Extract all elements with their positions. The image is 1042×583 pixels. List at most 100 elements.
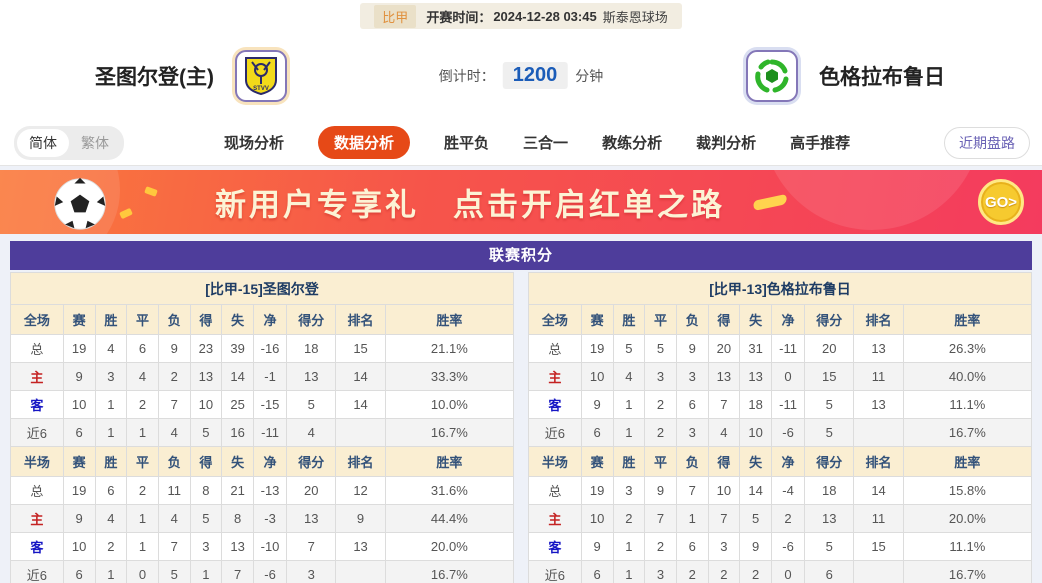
row-label: 近6 bbox=[528, 560, 582, 583]
lang-traditional-button[interactable]: 繁体 bbox=[81, 134, 109, 151]
go-button-label: GO> bbox=[984, 193, 1018, 211]
nav-tab[interactable]: 胜平负 bbox=[444, 135, 490, 152]
home-section-title: [比甲-15]圣图尔登 bbox=[10, 272, 514, 305]
stat-cell: 20.0% bbox=[384, 532, 515, 561]
row-label: 总 bbox=[10, 334, 64, 363]
stat-cell: 19 bbox=[580, 334, 614, 363]
column-header: 得 bbox=[189, 304, 223, 335]
column-header: 得 bbox=[707, 304, 741, 335]
column-header: 得分 bbox=[804, 304, 855, 335]
stat-cell: -4 bbox=[770, 476, 806, 505]
stat-cell: 12 bbox=[335, 476, 386, 505]
table-row: 总 19 3 9 7 10 14 -4 18 14 15.8% bbox=[528, 476, 1033, 505]
stat-cell: 19 bbox=[580, 476, 614, 505]
stat-cell: 2 bbox=[612, 504, 646, 533]
stat-cell: 0 bbox=[770, 560, 806, 583]
stat-cell: 6 bbox=[62, 560, 96, 583]
stat-cell: 18 bbox=[286, 334, 337, 363]
stat-cell: 13 bbox=[707, 362, 741, 391]
match-header: 圣图尔登(主) STVV 倒计时： 1200 分钟 bbox=[0, 31, 1042, 120]
column-header: 平 bbox=[644, 446, 677, 477]
league-badge: 比甲 bbox=[374, 4, 417, 28]
soccer-ball-icon bbox=[54, 177, 106, 230]
table-row: 总 19 4 6 9 23 39 -16 18 15 21.1% bbox=[10, 334, 515, 363]
stat-cell: 10 bbox=[580, 362, 614, 391]
stat-cell: 4 bbox=[94, 334, 128, 363]
stat-cell: 20.0% bbox=[902, 504, 1033, 533]
stat-cell: 4 bbox=[157, 418, 191, 447]
stat-cell: 3 bbox=[644, 362, 677, 391]
home-team-badge: STVV bbox=[232, 46, 290, 105]
stat-cell: -11 bbox=[770, 334, 806, 363]
stat-cell: 2 bbox=[644, 390, 677, 419]
stat-cell: 1 bbox=[126, 418, 159, 447]
column-header: 全场 bbox=[528, 304, 582, 335]
stat-cell: -3 bbox=[252, 504, 288, 533]
column-header: 平 bbox=[126, 304, 159, 335]
stat-cell: 39 bbox=[221, 334, 254, 363]
stat-cell: -1 bbox=[252, 362, 288, 391]
nav-tab[interactable]: 现场分析 bbox=[224, 135, 285, 152]
stat-cell: 1 bbox=[94, 560, 128, 583]
stat-cell: 9 bbox=[157, 334, 191, 363]
recent-trends-button[interactable]: 近期盘路 bbox=[944, 126, 1030, 159]
stat-cell: 2 bbox=[644, 532, 677, 561]
nav-tab[interactable]: 教练分析 bbox=[602, 135, 663, 152]
row-label: 客 bbox=[528, 532, 582, 561]
column-header: 平 bbox=[126, 446, 159, 477]
stat-cell: 11 bbox=[157, 476, 191, 505]
table-row: 近6 6 1 3 2 2 2 0 6 16.7% bbox=[528, 560, 1033, 583]
column-header: 净 bbox=[770, 304, 806, 335]
stat-cell: 7 bbox=[707, 390, 741, 419]
column-header: 得 bbox=[707, 446, 741, 477]
countdown-value: 1200 bbox=[502, 62, 568, 89]
table-row: 总 19 5 5 9 20 31 -11 20 13 26.3% bbox=[528, 334, 1033, 363]
stat-cell: 13 bbox=[804, 504, 855, 533]
stat-cell: 7 bbox=[675, 476, 709, 505]
stat-cell: 1 bbox=[189, 560, 223, 583]
nav-tab[interactable]: 三合一 bbox=[523, 135, 569, 152]
stat-cell: 11 bbox=[853, 362, 904, 391]
row-label: 近6 bbox=[528, 418, 582, 447]
stat-cell: 10 bbox=[739, 418, 772, 447]
stat-cell: -16 bbox=[252, 334, 288, 363]
stat-cell: 2 bbox=[707, 560, 741, 583]
stat-cell bbox=[853, 560, 904, 583]
column-header: 赛 bbox=[62, 446, 96, 477]
stat-cell: 5 bbox=[804, 532, 855, 561]
promo-banner[interactable]: 新用户专享礼 点击开启红单之路 GO> bbox=[0, 170, 1042, 234]
language-toggle[interactable]: 简体 繁体 bbox=[14, 125, 124, 160]
stat-cell: 2 bbox=[739, 560, 772, 583]
stat-cell: 44.4% bbox=[384, 504, 515, 533]
nav-tab[interactable]: 数据分析 bbox=[318, 126, 411, 159]
stat-cell: 3 bbox=[189, 532, 223, 561]
column-header: 失 bbox=[221, 446, 254, 477]
stat-cell: 4 bbox=[612, 362, 646, 391]
go-button[interactable]: GO> bbox=[978, 179, 1024, 225]
stat-cell: 4 bbox=[94, 504, 128, 533]
column-header: 得分 bbox=[286, 304, 337, 335]
column-header: 半场 bbox=[528, 446, 582, 477]
table-row: 客 9 1 2 6 7 18 -11 5 13 11.1% bbox=[528, 390, 1033, 419]
stat-cell: 16 bbox=[221, 418, 254, 447]
stat-cell: 9 bbox=[62, 362, 96, 391]
stat-cell: 5 bbox=[644, 334, 677, 363]
stat-cell: 31.6% bbox=[384, 476, 515, 505]
kickoff-label: 开赛时间： bbox=[426, 9, 492, 25]
stat-cell: -10 bbox=[252, 532, 288, 561]
stat-cell: 3 bbox=[94, 362, 128, 391]
column-header: 排名 bbox=[853, 446, 904, 477]
stat-cell: 6 bbox=[804, 560, 855, 583]
table-row: 近6 6 1 1 4 5 16 -11 4 16.7% bbox=[10, 418, 515, 447]
nav-tab[interactable]: 高手推荐 bbox=[790, 135, 851, 152]
stat-cell: 20 bbox=[286, 476, 337, 505]
stat-cell: 6 bbox=[675, 390, 709, 419]
nav-tab[interactable]: 裁判分析 bbox=[696, 135, 757, 152]
table-row: 主 10 2 7 1 7 5 2 13 11 20.0% bbox=[528, 504, 1033, 533]
stat-cell: 14 bbox=[853, 476, 904, 505]
column-header: 净 bbox=[770, 446, 806, 477]
stat-cell: 13 bbox=[853, 390, 904, 419]
lang-simplified-button[interactable]: 简体 bbox=[17, 128, 69, 157]
table-row: 主 10 4 3 3 13 13 0 15 11 40.0% bbox=[528, 362, 1033, 391]
stat-cell: 1 bbox=[126, 504, 159, 533]
